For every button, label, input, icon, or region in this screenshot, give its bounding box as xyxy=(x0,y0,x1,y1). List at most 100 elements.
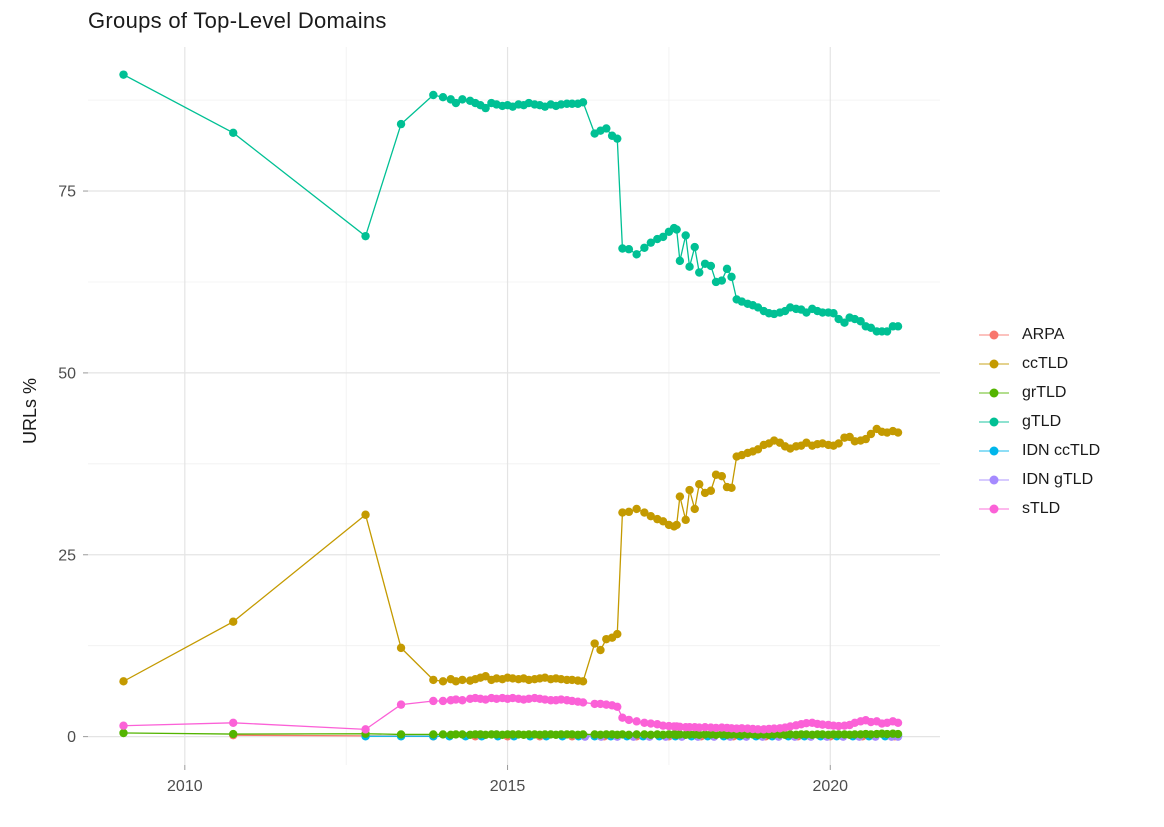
series-point-cctld xyxy=(429,675,438,685)
series-point-gtld xyxy=(690,242,699,252)
series-point-stld xyxy=(893,718,903,728)
series-point-grtld xyxy=(458,730,467,739)
series-point-gtld xyxy=(646,238,656,247)
series-point-grtld xyxy=(524,730,534,739)
series-point-gtld xyxy=(706,261,716,271)
series-point-grtld xyxy=(834,730,843,739)
chart-title: Groups of Top-Level Domains xyxy=(88,8,387,33)
x-tick-label: 2020 xyxy=(812,778,848,795)
series-point-cctld xyxy=(672,520,681,530)
series-point-stld xyxy=(613,702,622,712)
series-point-cctld xyxy=(229,617,238,626)
series-point-cctld xyxy=(893,428,903,437)
series-point-gtld xyxy=(613,134,622,143)
series-point-gtld xyxy=(840,318,849,327)
series-point-cctld xyxy=(834,439,843,448)
series-point-stld xyxy=(438,696,448,706)
series-point-grtld xyxy=(700,730,710,739)
series-point-cctld xyxy=(361,510,370,519)
series-point-cctld xyxy=(578,677,588,686)
series-point-stld xyxy=(632,717,641,726)
legend-label: ccTLD xyxy=(1022,355,1069,372)
series-point-gtld xyxy=(361,231,370,241)
series-point-grtld xyxy=(429,730,438,739)
series-point-grtld xyxy=(451,730,461,739)
series-point-grtld xyxy=(229,729,238,739)
series-point-stld xyxy=(396,700,406,709)
series-point-gtld xyxy=(681,231,690,240)
legend-label: grTLD xyxy=(1022,384,1067,401)
series-point-gtld xyxy=(602,124,611,133)
series-point-gtld xyxy=(578,98,588,107)
y-tick-label: 50 xyxy=(58,365,76,382)
legend-label: gTLD xyxy=(1022,413,1062,430)
series-point-cctld xyxy=(624,507,634,517)
series-point-grtld xyxy=(508,730,517,739)
series-point-grtld xyxy=(618,730,627,739)
series-point-stld xyxy=(458,696,467,705)
series-point-gtld xyxy=(818,308,827,317)
series-point-grtld xyxy=(578,730,588,739)
series-point-gtld xyxy=(856,317,865,326)
series-point-grtld xyxy=(556,730,566,739)
y-tick-label: 25 xyxy=(58,547,76,564)
series-point-grtld xyxy=(893,729,903,739)
series-point-stld xyxy=(578,698,588,707)
series-point-gtld xyxy=(893,322,903,331)
series-point-stld xyxy=(640,718,649,728)
series-point-cctld xyxy=(613,629,622,639)
series-point-cctld xyxy=(681,515,690,525)
series-point-gtld xyxy=(438,92,448,102)
series-point-cctld xyxy=(753,445,763,454)
x-tick-label: 2015 xyxy=(490,778,526,795)
series-point-gtld xyxy=(717,276,727,285)
legend-item-grtld: grTLD xyxy=(978,384,1100,402)
legend-item-idn-gtld: IDN gTLD xyxy=(978,471,1100,489)
x-tick-label: 2010 xyxy=(167,778,203,795)
series-point-grtld xyxy=(438,730,448,739)
series-point-cctld xyxy=(646,512,656,521)
series-point-stld xyxy=(646,719,656,728)
series-point-cctld xyxy=(861,434,870,444)
series-point-gtld xyxy=(481,103,490,113)
series-point-cctld xyxy=(727,483,736,493)
series-point-gtld xyxy=(429,90,438,100)
series-point-grtld xyxy=(624,730,634,740)
series-point-cctld xyxy=(685,485,694,495)
legend-key-icon xyxy=(979,388,1009,398)
series-point-stld xyxy=(429,696,438,706)
series-point-gtld xyxy=(727,272,736,282)
series-point-stld xyxy=(753,725,763,734)
series-point-gtld xyxy=(722,264,732,274)
series-point-grtld xyxy=(540,730,550,739)
series-point-cctld xyxy=(640,508,649,517)
legend-key-icon xyxy=(979,359,1009,369)
series-point-gtld xyxy=(829,309,838,318)
series-point-cctld xyxy=(438,677,448,686)
series-point-gtld xyxy=(695,268,704,277)
series-point-grtld xyxy=(396,730,406,739)
series-point-gtld xyxy=(624,245,634,254)
legend-label: ARPA xyxy=(1022,326,1065,343)
legend-key-icon xyxy=(979,330,1009,340)
series-point-cctld xyxy=(396,643,406,653)
series-point-cctld xyxy=(451,677,461,686)
series-point-grtld xyxy=(850,730,859,739)
series-point-cctld xyxy=(690,504,699,514)
series-point-gtld xyxy=(229,128,238,138)
legend-label: sTLD xyxy=(1022,500,1061,517)
series-point-cctld xyxy=(119,677,128,686)
series-point-cctld xyxy=(695,480,704,489)
series-point-cctld xyxy=(632,504,641,514)
series-point-stld xyxy=(590,699,599,709)
series-point-stld xyxy=(361,725,370,734)
legend-item-stld: sTLD xyxy=(978,500,1100,518)
legend: ARPA ccTLD grTLD gTLD IDN ccTLD IDN gTLD sTLD xyxy=(978,326,1100,518)
legend-item-arpa: ARPA xyxy=(978,326,1100,344)
legend-item-idn-cctld: IDN ccTLD xyxy=(978,442,1100,460)
legend-label: IDN gTLD xyxy=(1022,471,1094,488)
series-point-stld xyxy=(624,715,634,725)
series-point-grtld xyxy=(119,728,128,738)
legend-key-icon xyxy=(979,446,1009,456)
